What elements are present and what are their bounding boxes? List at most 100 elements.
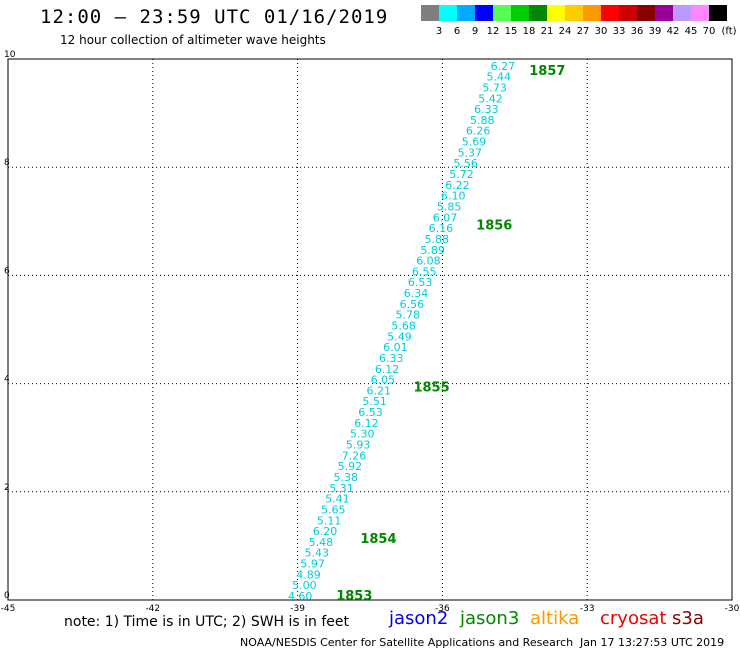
footer-note: note: 1) Time is in UTC; 2) SWH is in fe… — [64, 614, 350, 630]
legend-label: 36 — [630, 26, 644, 37]
legend-swatch — [493, 5, 511, 21]
legend-swatch — [511, 5, 529, 21]
x-tick-label: -36 — [435, 604, 450, 614]
legend-label: 3 — [435, 26, 443, 37]
swh-value-label: 6.20 — [313, 525, 338, 538]
satellite-name: jason3 — [460, 608, 520, 629]
swh-value-label: 6.33 — [379, 352, 404, 365]
legend-swatch — [691, 5, 709, 21]
swh-value-label: 6.27 — [491, 60, 515, 73]
legend-swatch — [583, 5, 601, 21]
legend-swatch — [457, 5, 475, 21]
legend-swatch — [529, 5, 547, 21]
y-tick-label: 8 — [4, 158, 10, 168]
time-marker: 1853 — [336, 589, 372, 604]
legend-label: 30 — [594, 26, 608, 37]
swh-value-label: 6.08 — [416, 255, 441, 268]
legend-swatch — [565, 5, 583, 21]
swh-value-label: 6.05 — [371, 374, 396, 387]
satellite-name: altika — [530, 608, 580, 629]
legend-label: 27 — [576, 26, 590, 37]
swh-value-label: 5.78 — [396, 309, 421, 322]
swh-value-label: 5.93 — [346, 439, 371, 452]
y-tick-label: 2 — [4, 483, 10, 493]
legend-swatch — [421, 5, 439, 21]
legend-label: 24 — [558, 26, 572, 37]
legend-swatch — [601, 5, 619, 21]
swh-value-label: 6.01 — [383, 341, 408, 354]
credit-text: NOAA/NESDIS Center for Satellite Applica… — [240, 636, 574, 649]
swh-value-label: 5.89 — [420, 244, 445, 257]
swh-value-label: 5.73 — [482, 81, 507, 94]
swh-value-label: 6.21 — [367, 384, 392, 397]
swh-value-label: 5.72 — [449, 168, 474, 181]
legend-label: 33 — [612, 26, 626, 37]
swh-value-label: 6.53 — [358, 406, 383, 419]
swh-value-label: 5.42 — [478, 92, 503, 105]
legend-swatch — [709, 5, 727, 21]
swh-value-label: 5.38 — [333, 471, 358, 484]
swh-value-label: 6.07 — [433, 211, 458, 224]
legend-label: 21 — [540, 26, 554, 37]
swh-value-label: 5.65 — [321, 503, 346, 516]
legend-label: 42 — [666, 26, 680, 37]
swh-value-label: 5.69 — [462, 136, 487, 149]
satellite-name: jason2 — [389, 608, 449, 629]
time-marker: 1855 — [413, 381, 449, 396]
legend-label: 9 — [471, 26, 479, 37]
swh-value-label: 5.11 — [317, 514, 342, 527]
swh-value-label: 6.16 — [429, 222, 454, 235]
legend-swatch — [673, 5, 691, 21]
time-marker: 1857 — [529, 64, 565, 79]
swh-value-label: 5.31 — [329, 482, 354, 495]
legend-swatch — [655, 5, 673, 21]
time-marker: 1856 — [476, 218, 512, 233]
swh-value-label: 5.88 — [424, 233, 449, 246]
time-marker: 1854 — [360, 532, 396, 547]
swh-value-label: 5.49 — [387, 330, 412, 343]
x-tick-label: -33 — [580, 604, 595, 614]
page-title: 12:00 – 23:59 UTC 01/16/2019 — [40, 6, 389, 28]
swh-value-label: 5.43 — [304, 547, 329, 560]
swh-value-label: 5.48 — [309, 536, 334, 549]
swh-value-label: 6.12 — [375, 363, 400, 376]
y-tick-label: 6 — [4, 266, 10, 276]
swh-value-label: 6.12 — [354, 417, 379, 430]
legend-swatch — [439, 5, 457, 21]
swh-value-label: 5.88 — [470, 114, 495, 127]
legend-label: 70 — [702, 26, 716, 37]
legend-label: 12 — [486, 26, 500, 37]
legend-unit: (ft) — [721, 26, 737, 37]
generation-timestamp: Jan 17 13:27:53 UTC 2019 — [580, 636, 725, 649]
swh-value-label: 6.10 — [441, 190, 466, 203]
swh-value-label: 4.89 — [296, 568, 321, 581]
satellite-name: cryosat — [600, 608, 667, 629]
swh-value-label: 5.00 — [292, 579, 317, 592]
swh-value-label: 5.30 — [350, 428, 375, 441]
swh-value-label: 5.41 — [325, 493, 350, 506]
x-tick-label: -45 — [1, 604, 16, 614]
swh-value-label: 6.55 — [412, 265, 437, 278]
swh-value-label: 5.56 — [453, 157, 478, 170]
legend-label: 6 — [453, 26, 461, 37]
y-tick-label: 0 — [4, 591, 10, 601]
swh-value-label: 4.60 — [288, 590, 313, 603]
swh-value-label: 7.26 — [342, 449, 367, 462]
swh-value-label: 5.51 — [362, 395, 387, 408]
swh-value-label: 6.53 — [408, 276, 433, 289]
swh-value-label: 5.92 — [338, 460, 363, 473]
legend-label: 18 — [522, 26, 536, 37]
satellite-name: s3a — [672, 608, 704, 629]
x-tick-label: -39 — [290, 604, 305, 614]
legend-swatch — [619, 5, 637, 21]
y-tick-label: 10 — [4, 50, 16, 60]
swh-value-label: 6.26 — [466, 125, 491, 138]
x-tick-label: -42 — [145, 604, 160, 614]
page-subtitle: 12 hour collection of altimeter wave hei… — [60, 33, 326, 47]
swh-value-label: 5.97 — [300, 558, 325, 571]
swh-value-label: 6.56 — [400, 298, 425, 311]
swh-value-label: 5.68 — [391, 320, 416, 333]
swh-value-label: 6.33 — [474, 103, 499, 116]
